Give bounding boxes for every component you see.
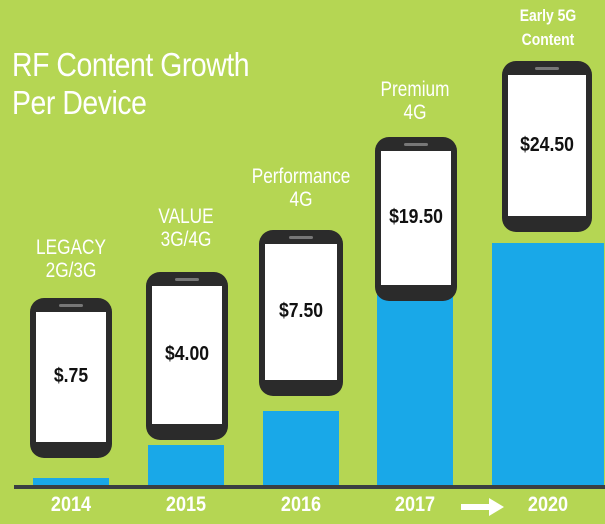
category-label-line-2: 4G: [289, 188, 313, 211]
category-label: Premium 4G: [349, 78, 480, 124]
data-label: $.75: [53, 365, 89, 387]
data-label: $19.50: [389, 206, 443, 228]
x-tick-label: 2014: [50, 493, 92, 516]
category-label-line-2: Content: [521, 30, 575, 49]
category-label: Early 5G Content: [482, 4, 605, 52]
phone-screen: $.75: [36, 312, 106, 442]
category-label-line-1: Premium: [380, 78, 450, 101]
phone-speaker: [175, 278, 199, 281]
category-label: LEGACY 2G/3G: [5, 236, 136, 282]
bar-2014: [33, 478, 109, 485]
chart-title-line-2: Per Device: [12, 84, 147, 121]
phone-screen: $19.50: [381, 151, 451, 285]
x-tick-label: 2016: [280, 493, 322, 516]
category-label-line-2: 4G: [403, 101, 427, 124]
phone-speaker: [535, 67, 559, 70]
right-arrow-icon: [461, 498, 504, 516]
category-label-line-1: LEGACY: [36, 236, 106, 259]
phone-icon: $7.50: [259, 230, 343, 396]
phone-screen: $4.00: [152, 286, 222, 424]
category-label: VALUE 3G/4G: [120, 205, 251, 251]
phone-speaker: [289, 236, 313, 239]
phone-screen: $24.50: [508, 75, 586, 216]
x-tick-label: 2017: [394, 493, 436, 516]
x-tick-label: 2015: [165, 493, 207, 516]
bar-2016: [263, 411, 339, 485]
phone-icon: $24.50: [502, 61, 592, 232]
data-label: $24.50: [520, 134, 574, 156]
bar-2015: [148, 445, 224, 485]
phone-speaker: [59, 304, 83, 307]
category-label-line-1: VALUE: [158, 205, 214, 228]
x-tick-label: 2020: [527, 493, 569, 516]
category-label-line-2: 2G/3G: [45, 259, 97, 282]
phone-icon: $4.00: [146, 272, 228, 440]
chart-title: RF Content Growth Per Device: [12, 46, 250, 122]
data-label: $7.50: [278, 300, 324, 322]
phone-screen: $7.50: [265, 244, 337, 380]
category-label-line-1: Performance: [251, 165, 351, 188]
chart-title-line-1: RF Content Growth: [12, 46, 250, 83]
phone-icon: $19.50: [375, 137, 457, 301]
category-label-line-2: 3G/4G: [160, 228, 212, 251]
bar-2020: [492, 243, 604, 485]
phone-speaker: [404, 143, 428, 146]
bar-2017: [377, 292, 453, 485]
data-label: $4.00: [164, 343, 210, 365]
category-label-line-1: Early 5G: [519, 6, 577, 25]
chart-baseline: [14, 485, 605, 489]
phone-icon: $.75: [30, 298, 112, 458]
category-label: Performance 4G: [235, 165, 366, 211]
